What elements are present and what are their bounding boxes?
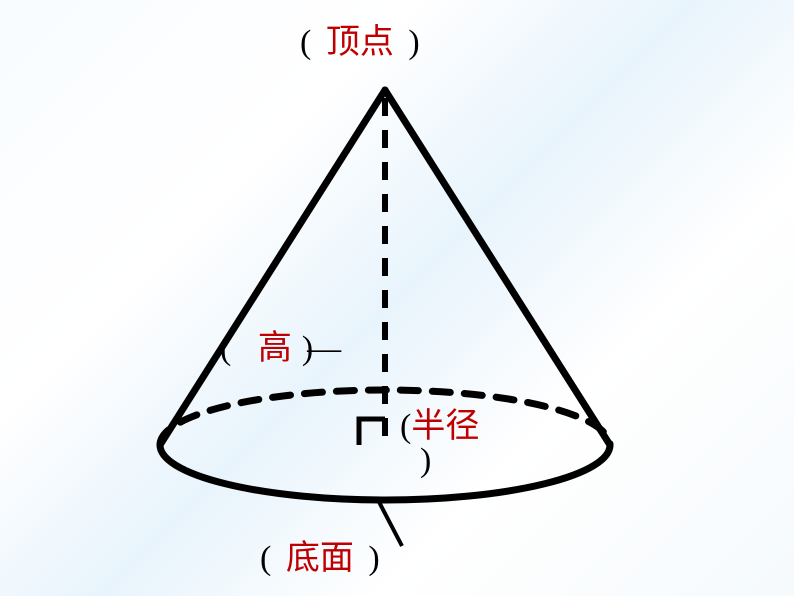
paren-left: ( [300,24,311,61]
paren-left: ( [220,330,231,367]
base-text: 底面 [280,540,360,577]
right-angle-marker [359,419,385,445]
paren-left: ( [260,540,271,577]
paren-right: ) [368,540,379,577]
radius-label-close: ) [420,442,431,480]
base-leader-line [378,500,402,546]
apex-label: ( 顶点 ) [300,14,420,63]
apex-text: 顶点 [320,24,400,61]
radius-label: (半径 [400,398,479,447]
cone-diagram [0,0,794,596]
height-tick: — [307,330,341,367]
paren-right: ) [420,442,431,479]
paren-left: ( [400,408,411,445]
height-text: 高 [240,330,302,367]
paren-right: ) [408,24,419,61]
base-ellipse-front [160,445,610,500]
radius-text: 半径 [411,408,479,445]
base-label: ( 底面 ) [260,530,380,579]
height-label: ( 高)— [220,320,341,369]
